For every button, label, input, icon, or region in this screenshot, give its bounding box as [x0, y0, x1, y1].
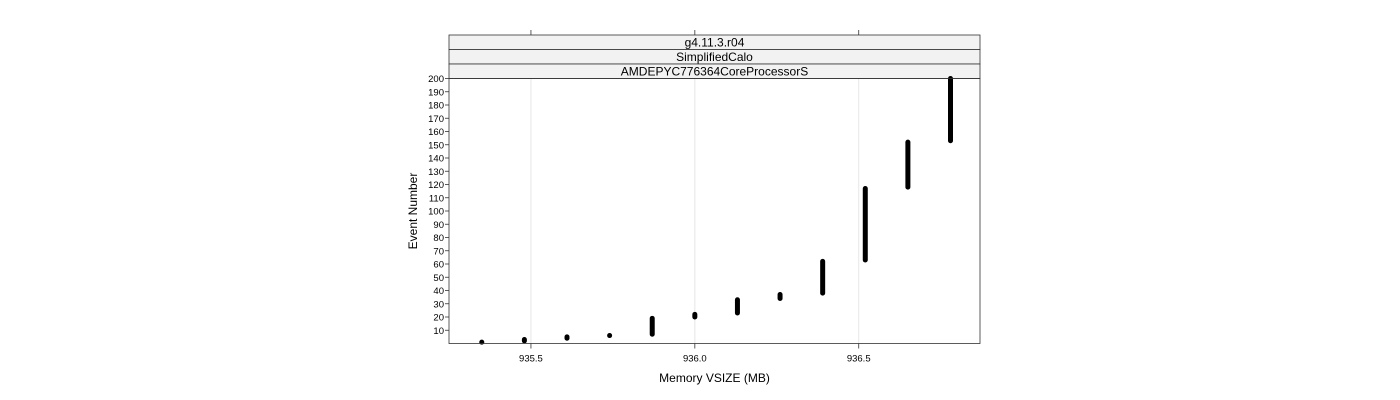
- y-tick-label: 30: [433, 299, 444, 310]
- y-tick-label: 50: [433, 273, 444, 284]
- y-tick-label: 160: [428, 127, 444, 138]
- grid-lines: [530, 78, 860, 344]
- y-tick-label: 100: [428, 207, 444, 218]
- x-axis: 935.5 936.0 936.5: [519, 30, 871, 365]
- y-tick-label: 120: [428, 180, 444, 191]
- y-tick-label: 200: [428, 74, 444, 85]
- y-tick-label: 110: [429, 193, 444, 204]
- y-tick-label: 180: [428, 101, 444, 112]
- y-tick-label: 70: [433, 246, 444, 257]
- x-tick-label: 935.5: [519, 354, 543, 365]
- plot-frame: [448, 78, 981, 344]
- y-tick-label: 40: [433, 286, 444, 297]
- y-tick-label: 170: [428, 114, 444, 125]
- strip-label-1: g4.11.3.r04: [685, 36, 745, 50]
- y-tick-label: 150: [428, 140, 444, 151]
- x-axis-title: Memory VSIZE (MB): [659, 371, 770, 385]
- y-tick-label: 130: [428, 167, 444, 178]
- strip-label-3: AMDEPYC776364CoreProcessorS: [621, 65, 808, 79]
- strip-header: g4.11.3.r04 SimplifiedCalo AMDEPYC776364…: [448, 34, 981, 79]
- y-axis: 10 20 30 40 50 60 70 80 90 100 110 120 130 140 150 160 1…: [428, 74, 449, 337]
- y-tick-label: 60: [433, 260, 444, 271]
- strip-label-2: SimplifiedCalo: [676, 50, 753, 64]
- y-axis-title: Event Number: [406, 173, 420, 250]
- data-points: [479, 76, 953, 345]
- x-tick-label: 936.0: [683, 354, 707, 365]
- x-tick-label: 936.5: [847, 354, 871, 365]
- y-tick-label: 80: [433, 233, 444, 244]
- y-tick-label: 140: [428, 154, 444, 165]
- y-tick-label: 190: [428, 87, 444, 98]
- y-tick-label: 90: [433, 220, 444, 231]
- y-tick-label: 20: [433, 313, 444, 324]
- y-tick-label: 10: [433, 326, 444, 337]
